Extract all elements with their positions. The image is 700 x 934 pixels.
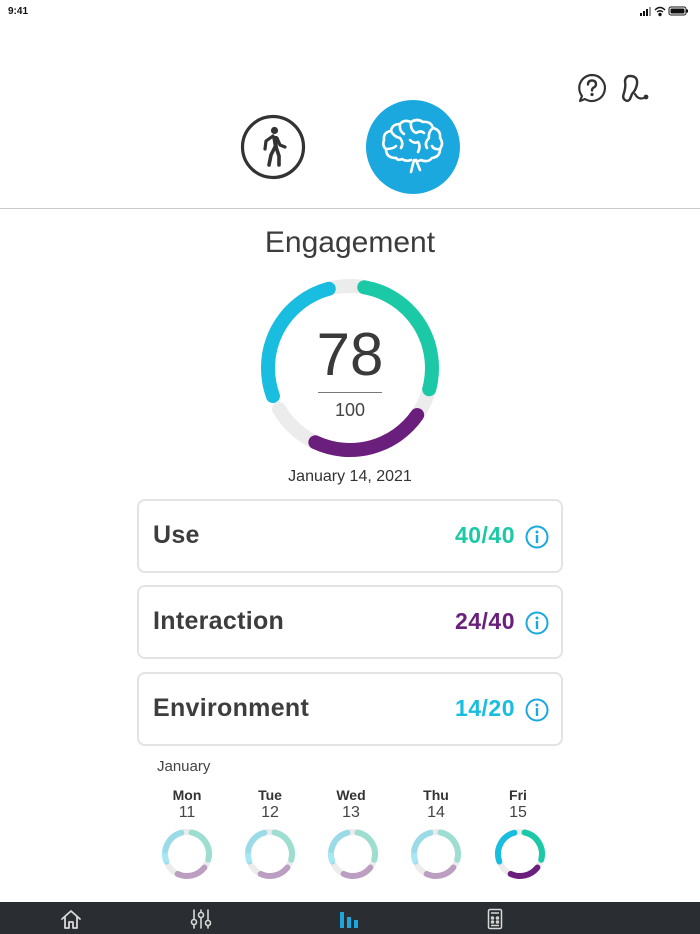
remote-icon[interactable] <box>484 908 506 930</box>
day-number: 15 <box>509 804 527 821</box>
day-number: 11 <box>178 804 196 821</box>
status-time: 9:41 <box>8 6 29 17</box>
engagement-score: 78 <box>316 321 384 388</box>
brain-icon <box>382 118 444 174</box>
signal-icon <box>640 7 651 16</box>
ring-interaction <box>507 864 541 879</box>
ring-environment <box>328 829 351 865</box>
gauge-interaction-arc <box>308 408 425 457</box>
card-use[interactable]: Use 40/40 <box>137 499 563 573</box>
day-name: Tue <box>258 787 282 803</box>
gauge-use-arc <box>357 280 439 397</box>
engagement-mode-button[interactable] <box>366 100 460 194</box>
day-name: Thu <box>423 787 449 803</box>
hearing-aid-icon[interactable] <box>616 72 652 104</box>
header-divider <box>0 208 700 209</box>
info-icon[interactable] <box>525 525 549 549</box>
engagement-gauge <box>261 279 439 457</box>
day-number: 13 <box>342 804 360 821</box>
ring-interaction <box>257 864 291 879</box>
day-name: Mon <box>172 787 202 803</box>
card-interaction[interactable]: Interaction 24/40 <box>137 585 563 659</box>
day-name: Fri <box>509 787 527 803</box>
ring-interaction <box>174 864 208 879</box>
card-environment[interactable]: Environment 14/20 <box>137 672 563 746</box>
info-icon[interactable] <box>525 698 549 722</box>
help-bubble-icon[interactable] <box>576 72 608 104</box>
ring-track <box>411 829 461 879</box>
day-tue[interactable]: Tue 12 <box>235 786 305 822</box>
card-label: Interaction <box>153 607 285 635</box>
card-label: Environment <box>153 694 310 722</box>
day-number: 14 <box>427 804 445 821</box>
selected-date: January 14, 2021 <box>288 468 412 485</box>
card-value: 24/40 <box>454 608 515 634</box>
ring-track <box>162 829 212 879</box>
home-icon[interactable] <box>60 908 82 930</box>
ring-track <box>328 829 378 879</box>
walking-person-icon[interactable] <box>240 114 306 180</box>
day-mon[interactable]: Mon 11 <box>152 786 222 822</box>
month-label: January <box>157 758 211 775</box>
gauge-environment-arc <box>261 281 336 404</box>
day-wed[interactable]: Wed 13 <box>316 786 386 822</box>
ring-environment <box>411 829 434 865</box>
card-value: 14/20 <box>454 695 515 721</box>
sliders-icon[interactable] <box>190 908 212 930</box>
day-ring-tue[interactable] <box>242 826 298 882</box>
info-icon[interactable] <box>525 611 549 635</box>
ring-use <box>188 829 212 863</box>
ring-track <box>245 829 295 879</box>
card-label: Use <box>153 521 200 549</box>
day-ring-mon[interactable] <box>159 826 215 882</box>
day-ring-thu[interactable] <box>408 826 464 882</box>
page-title: Engagement <box>264 226 436 259</box>
ring-environment <box>162 829 185 865</box>
engagement-max: 100 <box>334 400 366 420</box>
ring-use <box>354 829 378 863</box>
ring-use <box>271 829 295 863</box>
ring-use <box>521 829 545 863</box>
day-name: Wed <box>336 787 366 803</box>
score-divider <box>318 392 382 393</box>
day-number: 12 <box>261 804 279 821</box>
day-thu[interactable]: Thu 14 <box>401 786 471 822</box>
ring-interaction <box>423 864 457 879</box>
battery-icon <box>668 6 688 16</box>
ring-environment <box>245 829 268 865</box>
day-fri[interactable]: Fri 15 <box>483 786 553 822</box>
ring-environment <box>495 829 518 865</box>
status-icons <box>640 6 688 17</box>
card-value: 40/40 <box>454 522 515 548</box>
ring-interaction <box>340 864 374 879</box>
wifi-icon <box>654 6 666 17</box>
status-bar: 9:41 <box>0 0 700 22</box>
day-ring-fri[interactable] <box>492 826 548 882</box>
day-ring-wed[interactable] <box>325 826 381 882</box>
ring-use <box>437 829 461 863</box>
bar-chart-icon[interactable] <box>338 908 360 930</box>
tab-bar <box>0 902 700 934</box>
